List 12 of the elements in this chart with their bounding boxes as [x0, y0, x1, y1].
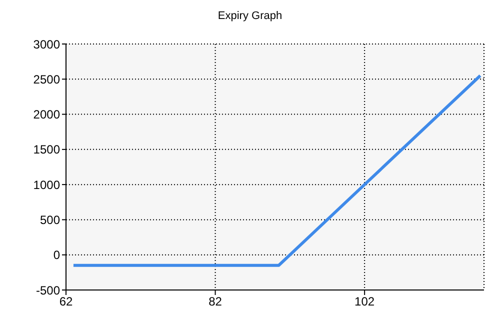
chart-title: Expiry Graph: [216, 10, 284, 22]
y-tick-label: 2000: [33, 108, 60, 122]
y-tick-label: 0: [53, 248, 60, 262]
y-tick-label: -500: [36, 283, 60, 298]
y-tick-label: 1000: [33, 178, 60, 192]
y-tick-label: 1500: [33, 142, 60, 157]
x-tick-label: 102: [354, 294, 375, 309]
y-tick-label: 3000: [33, 37, 60, 52]
x-tick-label: 62: [59, 294, 73, 309]
x-tick-label: 82: [208, 294, 222, 309]
y-tick-label: 500: [40, 212, 60, 227]
y-tick-label: 2500: [33, 72, 60, 86]
